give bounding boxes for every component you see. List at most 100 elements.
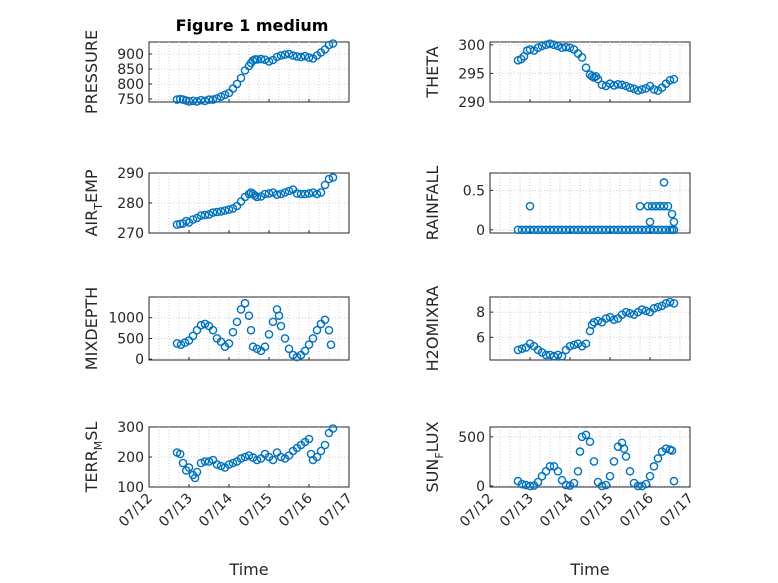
data-point: [328, 173, 338, 182]
data-point: [296, 189, 306, 199]
data-point: [188, 96, 198, 106]
data-point: [264, 189, 274, 198]
data-point: [587, 320, 597, 330]
data-point: [633, 225, 643, 235]
data-point: [264, 57, 274, 66]
data-point: [549, 225, 559, 235]
data-point: [320, 440, 330, 450]
data-point: [541, 40, 551, 50]
data-point: [617, 438, 627, 448]
data-point: [175, 449, 185, 459]
data-point: [569, 225, 579, 235]
data-point: [244, 189, 254, 199]
data-point: [220, 90, 230, 100]
data-point: [609, 225, 619, 235]
data-point: [200, 210, 210, 220]
data-point: [220, 206, 230, 215]
data-point: [605, 225, 615, 235]
data-point: [517, 344, 527, 353]
data-point: [601, 480, 611, 490]
data-point: [545, 462, 555, 471]
y-tick-label: 300: [117, 420, 144, 436]
y-tick-label: 1000: [108, 311, 144, 327]
data-point: [557, 351, 567, 361]
data-point: [549, 40, 559, 50]
data-point: [196, 95, 206, 105]
data-point: [665, 297, 675, 307]
data-point: [256, 54, 266, 64]
data-point: [525, 225, 535, 235]
data-point: [597, 80, 607, 90]
data-point: [324, 40, 334, 50]
data-point: [641, 479, 651, 489]
y-tick-label: 6: [476, 330, 485, 346]
y-tick-label: 500: [458, 430, 485, 446]
data-point: [667, 209, 677, 219]
data-point: [621, 81, 631, 91]
data-point: [545, 225, 555, 235]
data-point: [216, 461, 226, 471]
x-tick-label: 07/17: [316, 491, 356, 531]
data-point: [204, 210, 214, 219]
data-point: [308, 334, 318, 343]
data-point: [533, 43, 543, 53]
data-point: [633, 86, 643, 95]
data-point: [316, 188, 326, 197]
data-point: [300, 189, 310, 199]
data-point: [549, 351, 559, 361]
data-point: [312, 325, 322, 335]
data-point: [629, 84, 639, 94]
data-point: [577, 225, 587, 235]
y-tick-label: 8: [476, 305, 485, 321]
data-point: [605, 471, 615, 481]
data-point: [629, 225, 639, 235]
data-point: [533, 477, 543, 487]
data-point: [635, 201, 645, 211]
data-point: [328, 424, 338, 433]
subplot-rainfall: 0 0.5 RAINFALL: [423, 166, 691, 240]
data-point: [312, 452, 322, 462]
data-point: [200, 457, 210, 466]
data-point: [268, 317, 278, 327]
data-point: [208, 95, 218, 104]
data-point: [236, 73, 246, 83]
data-point: [537, 41, 547, 51]
data-point: [669, 74, 679, 84]
x-tick-label: 07/17: [657, 491, 697, 531]
data-point: [228, 458, 238, 468]
data-point: [196, 320, 206, 330]
data-point: [184, 97, 194, 106]
data-point: [557, 43, 567, 53]
data-point: [561, 42, 571, 52]
data-point: [593, 74, 603, 84]
y-tick-label: 850: [117, 62, 144, 78]
data-point: [228, 327, 238, 337]
data-point: [645, 217, 655, 227]
y-tick-label: 900: [117, 47, 144, 63]
subplot-mixdepth: 0 500 1000 MIXDEPTH: [82, 287, 350, 370]
data-point: [613, 225, 623, 235]
data-point: [585, 225, 595, 235]
data-point: [232, 79, 242, 89]
data-point: [246, 325, 256, 335]
y-axis-label: MIXDEPTH: [82, 287, 101, 370]
data-point: [292, 52, 302, 61]
data-point: [521, 480, 531, 490]
data-point: [651, 201, 661, 211]
data-point: [280, 50, 290, 59]
data-point: [663, 201, 673, 211]
subplot-sun: 0 500 07/12 07/13 07/14 07/15 07/16 07/17 Time SU…: [423, 421, 697, 579]
data-point: [581, 63, 591, 73]
data-point: [284, 49, 294, 59]
data-point: [192, 467, 202, 477]
data-point: [655, 201, 665, 211]
data-point: [188, 331, 198, 341]
data-point: [609, 81, 619, 90]
data-point: [172, 220, 182, 229]
data-point: [609, 315, 619, 324]
data-point: [212, 207, 222, 217]
data-point: [641, 225, 651, 235]
data-point: [276, 452, 286, 462]
data-point: [581, 225, 591, 235]
